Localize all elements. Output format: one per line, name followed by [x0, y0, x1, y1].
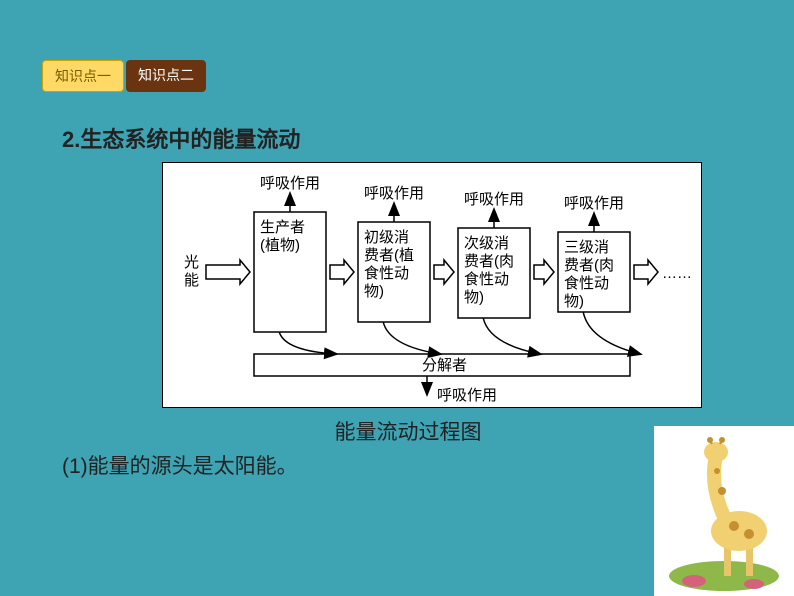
svg-text:呼吸作用: 呼吸作用: [260, 175, 320, 192]
heading-number: 2.: [62, 127, 80, 152]
content-area: 2.生态系统中的能量流动 光能生产者(植物)呼吸作用初级消费者(植食性动物)呼吸…: [62, 122, 754, 480]
svg-text:分解者: 分解者: [422, 357, 467, 374]
svg-text:三级消: 三级消: [564, 239, 609, 256]
point-1: (1)能量的源头是太阳能。: [62, 450, 754, 480]
tab-knowledge-1[interactable]: 知识点一: [42, 60, 124, 92]
svg-text:次级消: 次级消: [464, 235, 509, 252]
svg-text:(植物): (植物): [260, 237, 300, 254]
svg-text:物): 物): [464, 289, 484, 306]
diagram-caption: 能量流动过程图: [62, 416, 754, 446]
svg-text:费者(肉: 费者(肉: [464, 253, 514, 270]
svg-text:能: 能: [184, 272, 199, 289]
svg-text:呼吸作用: 呼吸作用: [437, 387, 497, 404]
svg-text:……: ……: [662, 265, 692, 282]
svg-text:物): 物): [564, 293, 584, 310]
svg-text:费者(植: 费者(植: [364, 247, 414, 264]
tab-knowledge-2[interactable]: 知识点二: [126, 60, 206, 92]
heading-text: 生态系统中的能量流动: [80, 127, 300, 152]
point-label: (1): [62, 455, 88, 478]
svg-text:呼吸作用: 呼吸作用: [364, 185, 424, 202]
svg-text:物): 物): [364, 283, 384, 300]
svg-text:食性动: 食性动: [564, 275, 609, 292]
section-heading: 2.生态系统中的能量流动: [62, 122, 754, 154]
svg-text:食性动: 食性动: [464, 271, 509, 288]
svg-text:呼吸作用: 呼吸作用: [564, 195, 624, 212]
svg-text:费者(肉: 费者(肉: [564, 257, 614, 274]
svg-text:生产者: 生产者: [260, 219, 305, 236]
energy-flow-diagram: 光能生产者(植物)呼吸作用初级消费者(植食性动物)呼吸作用次级消费者(肉食性动物…: [162, 162, 702, 408]
svg-text:呼吸作用: 呼吸作用: [464, 191, 524, 208]
svg-text:光: 光: [184, 254, 199, 271]
svg-text:食性动: 食性动: [364, 265, 409, 282]
giraffe-decoration: [654, 426, 794, 596]
point-text: 能量的源头是太阳能。: [88, 455, 298, 478]
svg-text:初级消: 初级消: [364, 229, 409, 246]
